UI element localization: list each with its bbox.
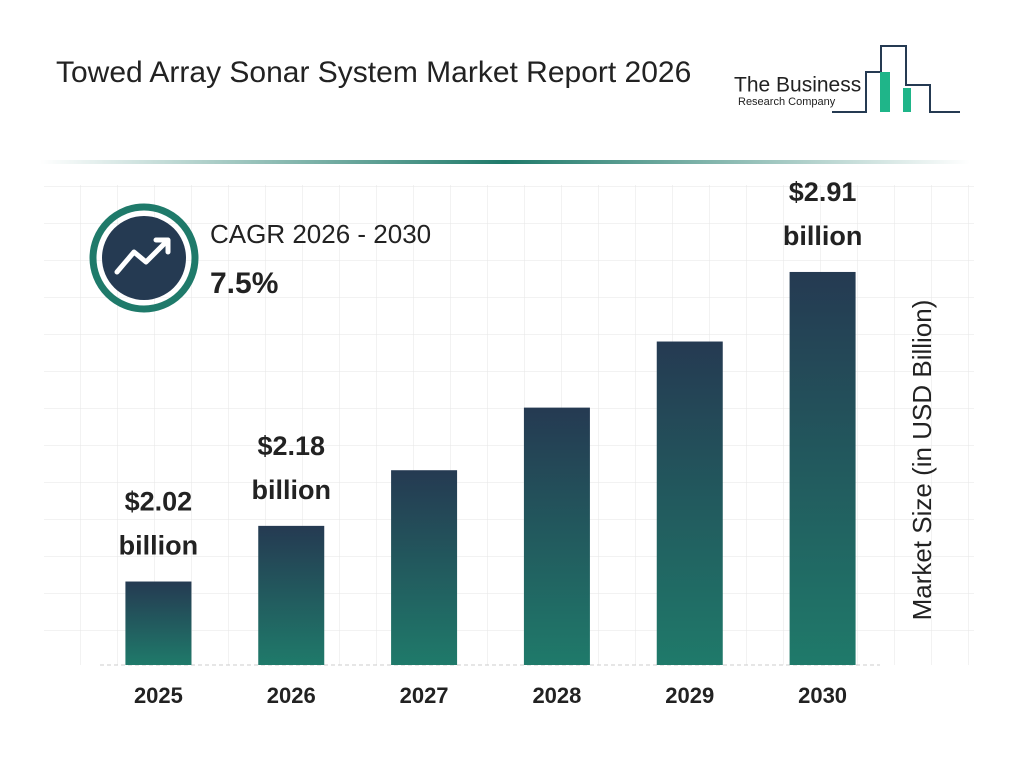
- bar: [789, 271, 856, 665]
- cagr-value: 7.5%: [210, 267, 278, 300]
- x-tick-label: 2030: [798, 683, 847, 708]
- x-tick-label: 2027: [400, 683, 449, 708]
- logo-name: The Business: [734, 74, 861, 97]
- x-tick-label: 2029: [665, 683, 714, 708]
- cagr-badge: [89, 203, 199, 313]
- y-axis-label: Market Size (in USD Billion): [907, 300, 937, 621]
- logo-subname: Research Company: [738, 96, 836, 108]
- data-label: $2.02 billion: [119, 487, 198, 561]
- chart-title: Towed Array Sonar System Market Report 2…: [56, 56, 692, 89]
- bar: [391, 470, 458, 665]
- data-label: $2.91 billion: [783, 177, 862, 251]
- bar: [258, 525, 325, 665]
- bar: [125, 581, 192, 665]
- cagr-label: CAGR 2026 - 2030: [210, 219, 431, 249]
- header-rule: [40, 160, 970, 164]
- x-tick-label: 2025: [134, 683, 183, 708]
- logo: The Business Research Company: [734, 45, 960, 113]
- bar: [523, 407, 590, 665]
- data-label: $2.18 billion: [252, 431, 331, 505]
- x-tick-label: 2026: [267, 683, 316, 708]
- x-tick-label: 2028: [532, 683, 581, 708]
- bar: [656, 341, 723, 665]
